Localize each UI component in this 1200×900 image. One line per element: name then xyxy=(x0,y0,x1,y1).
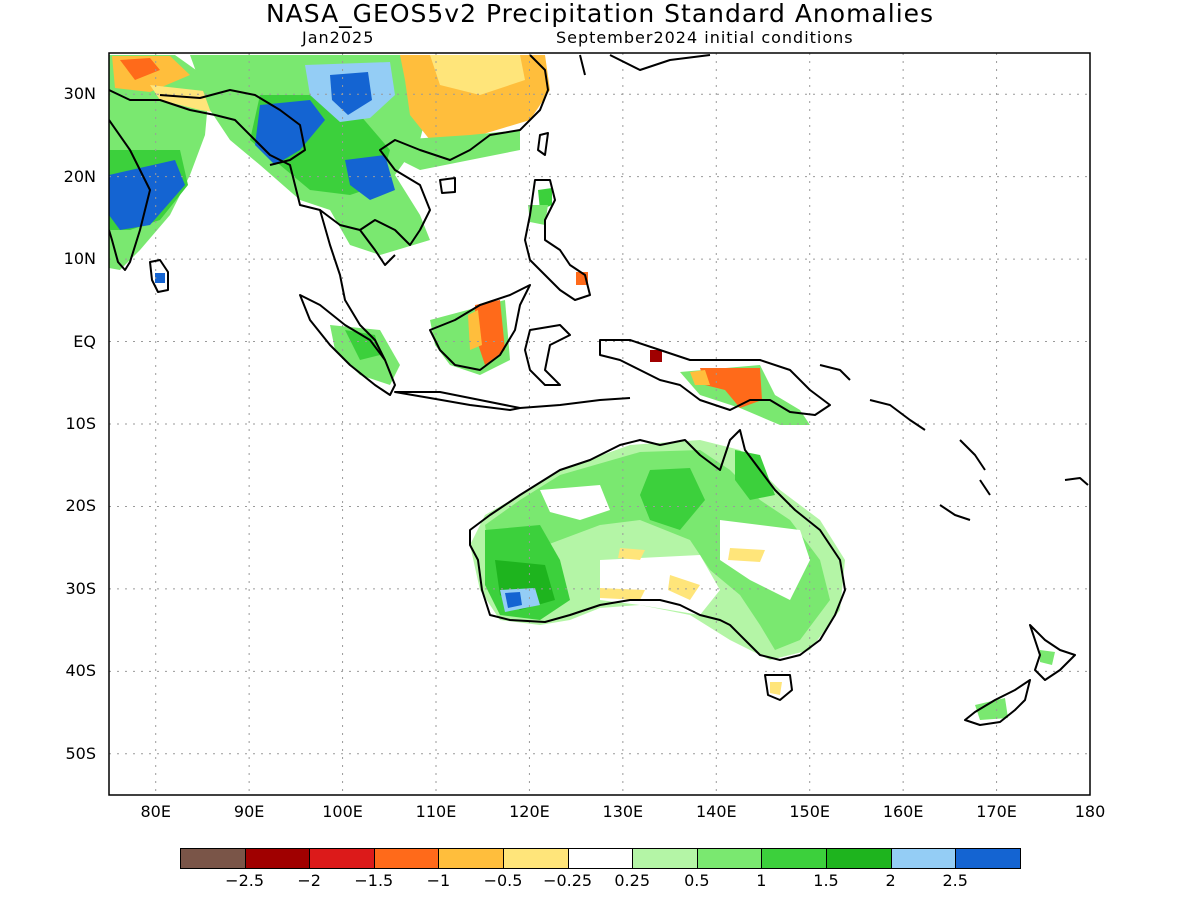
latitude-label: 10N xyxy=(63,249,96,269)
colorbar-swatch xyxy=(244,848,311,869)
longitude-label: 140E xyxy=(695,802,737,821)
longitude-label: 180 xyxy=(1074,802,1106,821)
latitude-label: 40S xyxy=(65,661,96,681)
longitude-label: 110E xyxy=(415,802,457,821)
colorbar-label: 2 xyxy=(885,871,896,890)
longitude-label: 90E xyxy=(233,802,265,821)
colorbar-label: −1 xyxy=(426,871,451,890)
colorbar-label: 1.5 xyxy=(813,871,839,890)
longitude-label: 150E xyxy=(789,802,831,821)
colorbar-label: 0.5 xyxy=(684,871,710,890)
colorbar-label: −0.5 xyxy=(483,871,523,890)
latitude-label: 30N xyxy=(63,84,96,104)
colorbar-swatch xyxy=(632,848,698,869)
colorbar-swatch xyxy=(373,848,440,869)
colorbar-swatch xyxy=(503,848,569,869)
colorbar-label: −0.25 xyxy=(543,871,593,890)
colorbar-label: −2 xyxy=(297,871,321,890)
latitude-label: 30S xyxy=(65,578,96,598)
colorbar-label: 2.5 xyxy=(942,871,968,890)
colorbar-swatch xyxy=(826,848,892,869)
latitude-label: 50S xyxy=(65,743,96,763)
latitude-label: 10S xyxy=(65,414,96,433)
longitude-label: 100E xyxy=(322,802,363,821)
latitude-label: EQ xyxy=(73,331,96,351)
colorbar-label: −2.5 xyxy=(225,871,265,890)
longitude-label: 120E xyxy=(509,802,550,821)
colorbar-label: 1 xyxy=(756,871,767,890)
initial-conditions: September2024 initial conditions xyxy=(556,28,854,47)
longitude-label: 170E xyxy=(976,802,1017,821)
colorbar-swatch xyxy=(761,848,827,869)
latitude-label: 20N xyxy=(63,166,96,186)
graticule xyxy=(109,53,1090,795)
colorbar-label: 0.25 xyxy=(614,871,650,890)
colorbar-swatch xyxy=(438,848,504,869)
colorbar-swatch xyxy=(890,848,957,869)
colorbar-swatch xyxy=(696,848,763,869)
colorbar-swatch xyxy=(955,848,1021,869)
forecast-month: Jan2025 xyxy=(302,28,375,47)
colorbar-swatch xyxy=(309,848,375,869)
map-title: NASA_GEOS5v2 Precipitation Standard Anom… xyxy=(265,0,935,28)
latitude-label: 20S xyxy=(65,496,96,516)
plot-frame xyxy=(108,52,1091,796)
longitude-label: 130E xyxy=(602,802,644,821)
colorbar-swatch xyxy=(567,848,634,869)
colorbar-label: −1.5 xyxy=(354,871,394,890)
longitude-label: 160E xyxy=(882,802,924,821)
colorbar-swatch xyxy=(180,848,246,869)
coastlines xyxy=(109,54,1089,726)
anomaly-shading xyxy=(109,55,1055,720)
longitude-label: 80E xyxy=(140,802,171,821)
